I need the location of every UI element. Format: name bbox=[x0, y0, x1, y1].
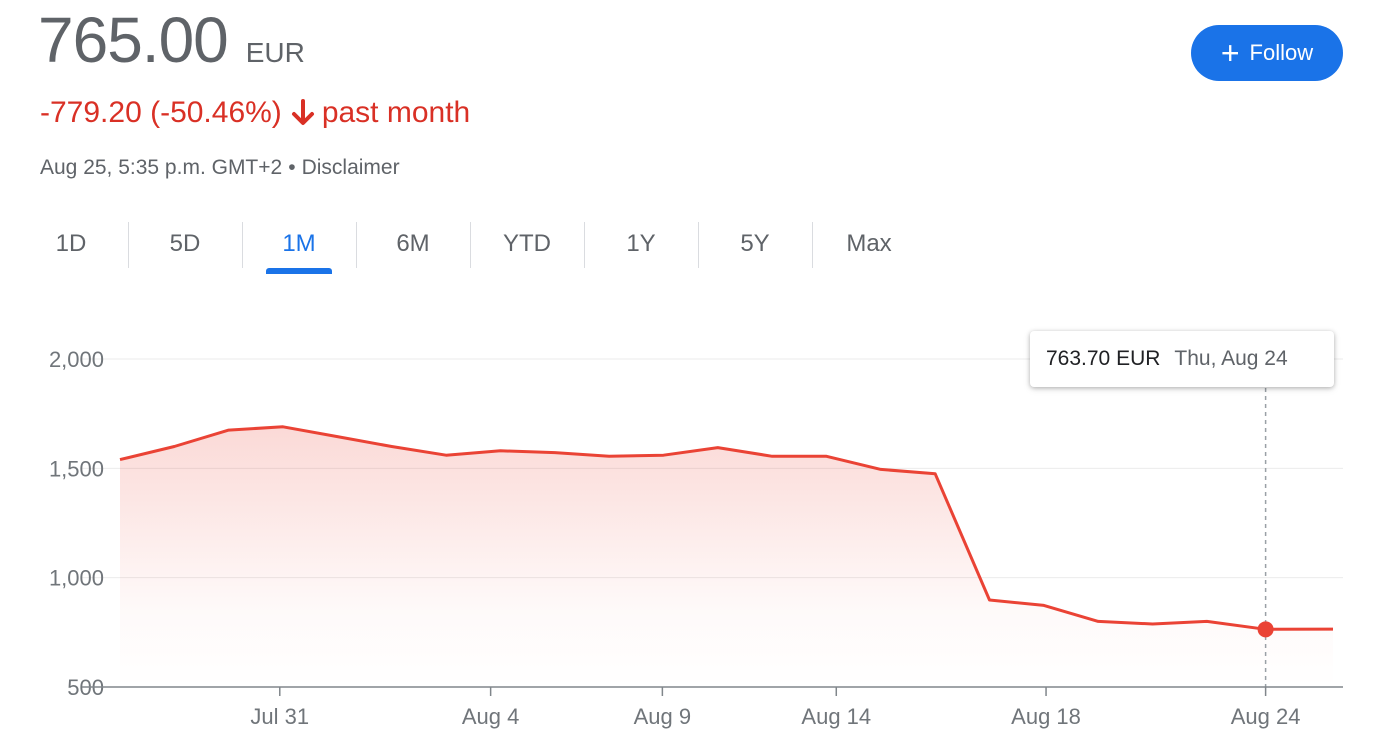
timestamp-line: Aug 25, 5:35 p.m. GMT+2 • Disclaimer bbox=[40, 156, 400, 180]
tab-ytd[interactable]: YTD bbox=[470, 220, 584, 268]
tab-label: 5Y bbox=[740, 230, 770, 257]
tab-label: 1M bbox=[282, 230, 316, 257]
x-tick-label: Aug 9 bbox=[634, 704, 692, 729]
tab-1m[interactable]: 1M bbox=[242, 220, 356, 274]
change-period: past month bbox=[321, 96, 471, 129]
x-tick-label: Aug 14 bbox=[801, 704, 871, 729]
tab-label: YTD bbox=[503, 230, 551, 257]
tooltip-value: 763.70 EUR bbox=[1046, 347, 1161, 370]
x-tick-label: Aug 24 bbox=[1231, 704, 1301, 729]
currency-code: EUR bbox=[245, 37, 305, 68]
separator: • bbox=[288, 156, 296, 179]
price-line bbox=[119, 425, 1334, 631]
current-price: 765.00 bbox=[38, 4, 229, 76]
y-tick-label: 1,000 bbox=[49, 566, 104, 591]
tab-max[interactable]: Max bbox=[812, 220, 926, 268]
tab-label: 6M bbox=[396, 230, 430, 257]
tab-label: 1Y bbox=[626, 230, 656, 257]
follow-button[interactable]: + Follow bbox=[1191, 25, 1343, 81]
range-tabs: 1D 5D 1M 6M YTD 1Y 5Y Max bbox=[14, 220, 926, 276]
y-tick-label: 2,000 bbox=[49, 347, 104, 372]
tab-label: 5D bbox=[169, 230, 201, 257]
tab-1y[interactable]: 1Y bbox=[584, 220, 698, 268]
tab-5y[interactable]: 5Y bbox=[698, 220, 812, 268]
timestamp: Aug 25, 5:35 p.m. GMT+2 bbox=[40, 156, 283, 179]
change-value: -779.20 (-50.46%) bbox=[40, 96, 282, 129]
tab-5d[interactable]: 5D bbox=[128, 220, 242, 268]
tab-1d[interactable]: 1D bbox=[14, 220, 128, 268]
disclaimer-link[interactable]: Disclaimer bbox=[301, 156, 400, 179]
tab-label: 1D bbox=[55, 230, 87, 257]
price-area bbox=[120, 426, 1333, 687]
price-header: 765.00 EUR bbox=[38, 8, 305, 72]
hover-tooltip: 763.70 EUR Thu, Aug 24 bbox=[1030, 331, 1334, 387]
tab-label: Max bbox=[846, 230, 892, 257]
y-tick-label: 1,500 bbox=[49, 456, 104, 481]
tab-6m[interactable]: 6M bbox=[356, 220, 470, 268]
plus-icon: + bbox=[1220, 35, 1240, 71]
price-change: -779.20 (-50.46%) past month bbox=[40, 96, 470, 130]
hover-point bbox=[1257, 621, 1274, 638]
follow-label: Follow bbox=[1249, 40, 1314, 65]
arrow-down-icon bbox=[291, 99, 314, 125]
x-tick-label: Aug 4 bbox=[462, 704, 520, 729]
x-tick-label: Aug 18 bbox=[1011, 704, 1081, 729]
x-tick-label: Jul 31 bbox=[250, 704, 309, 729]
tooltip-date: Thu, Aug 24 bbox=[1174, 347, 1288, 370]
